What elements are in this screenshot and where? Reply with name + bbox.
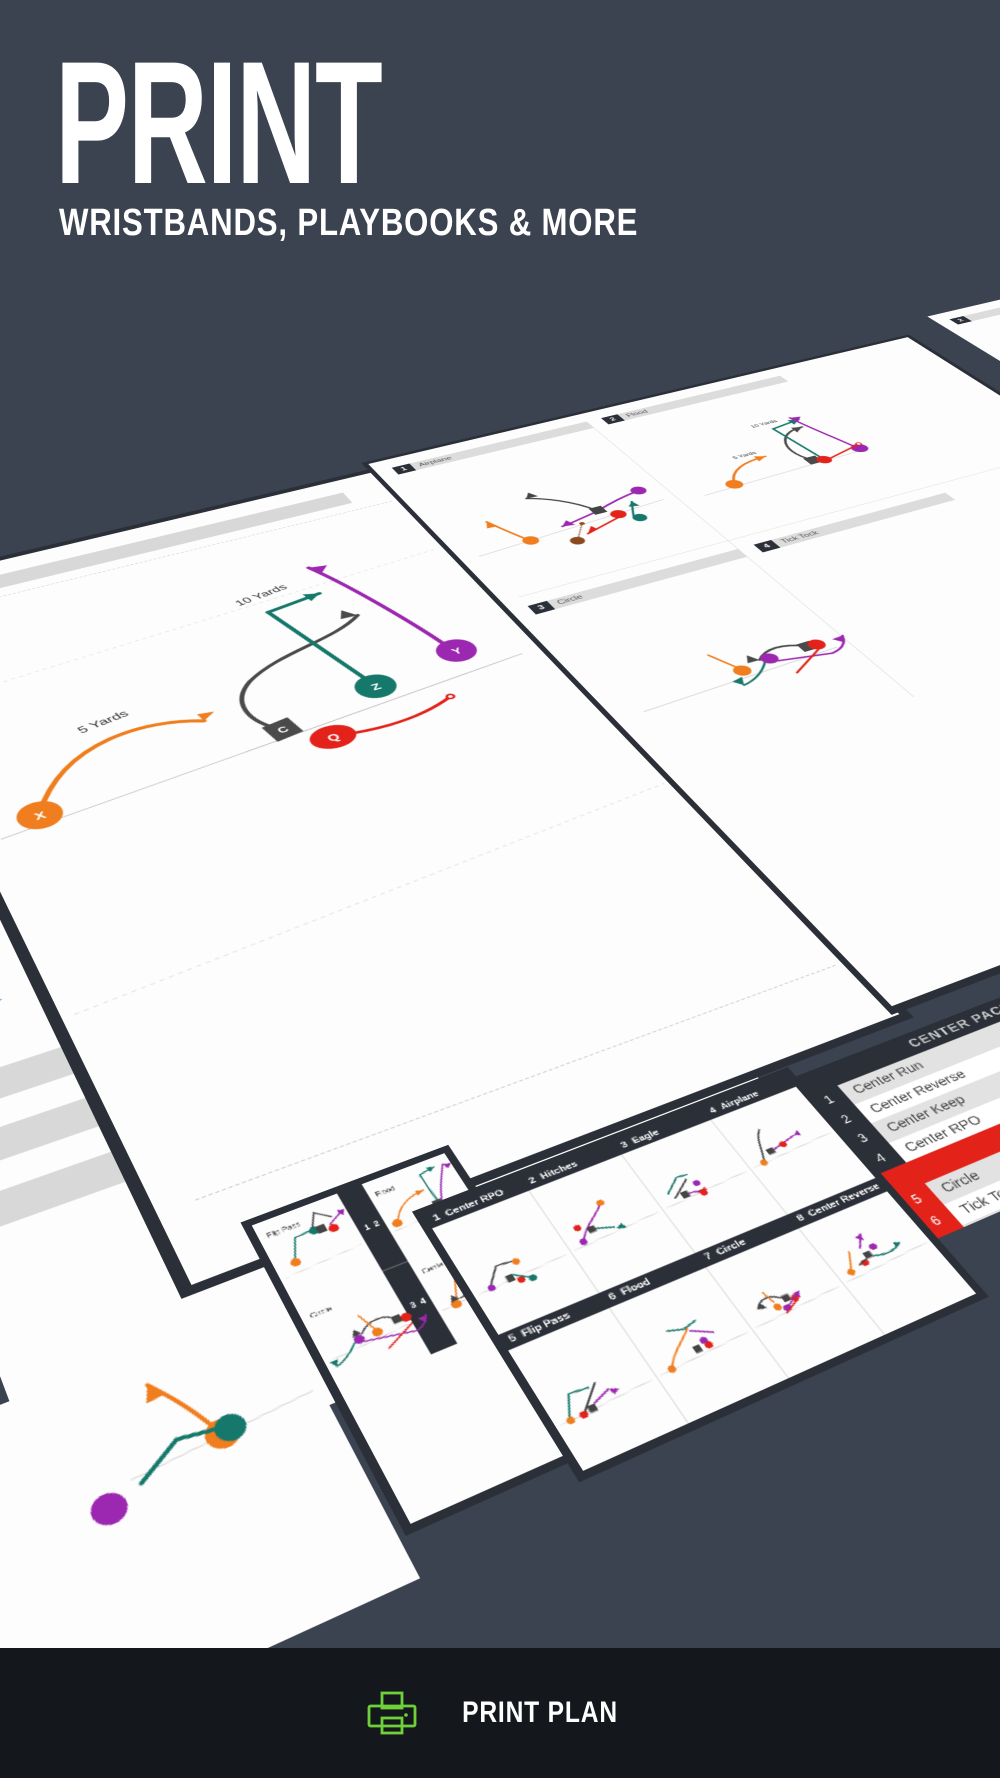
svg-text:5 Yards: 5 Yards: [731, 450, 759, 460]
svg-text:10 Yards: 10 Yards: [232, 583, 290, 608]
svg-text:C: C: [275, 725, 292, 736]
svg-text:10 Yards: 10 Yards: [749, 419, 780, 429]
svg-text:Q: Q: [325, 732, 343, 744]
svg-text:X: X: [33, 810, 49, 823]
